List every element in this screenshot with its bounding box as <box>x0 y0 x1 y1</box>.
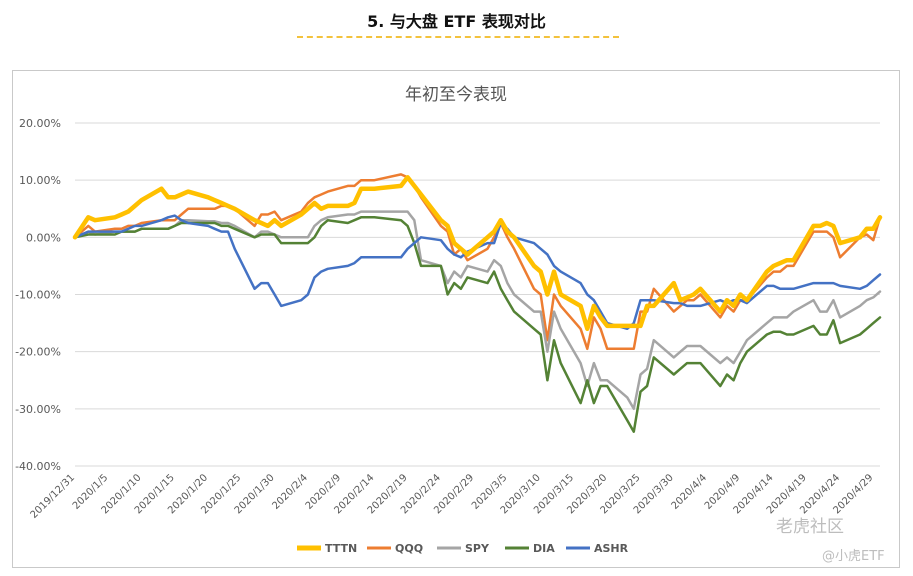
y-tick-label: -40.00% <box>15 460 61 473</box>
series-line-ashr <box>73 214 882 331</box>
x-tick-label: 2020/2/4 <box>270 472 310 512</box>
legend-label-dia: DIA <box>533 542 555 555</box>
series-line-dia <box>73 216 882 433</box>
chart-frame <box>12 70 900 568</box>
y-tick-label: 20.00% <box>19 117 61 130</box>
section-title: 5. 与大盘 ETF 表现对比 <box>367 12 546 31</box>
x-tick-label: 2020/4/4 <box>670 472 710 512</box>
y-tick-label: -10.00% <box>15 289 61 302</box>
section-title-underline <box>297 36 619 38</box>
series-line-qqq <box>73 173 882 351</box>
x-tick-label: 2019/12/31 <box>29 472 78 521</box>
legend-label-spy: SPY <box>465 542 490 555</box>
y-tick-label: -20.00% <box>15 346 61 359</box>
series-line-tttn <box>72 175 883 332</box>
series-line-spy <box>73 210 882 411</box>
y-tick-label: 0.00% <box>26 231 61 244</box>
legend-label-qqq: QQQ <box>395 542 423 555</box>
watermark-handle: @小虎ETF <box>822 549 885 564</box>
y-tick-label: 10.00% <box>19 174 61 187</box>
legend-label-ashr: ASHR <box>594 542 629 555</box>
y-tick-label: -30.00% <box>15 403 61 416</box>
watermark-community: 老虎社区 <box>776 517 844 537</box>
legend-label-tttn: TTTN <box>325 542 357 555</box>
chart-title: 年初至今表现 <box>405 85 507 105</box>
